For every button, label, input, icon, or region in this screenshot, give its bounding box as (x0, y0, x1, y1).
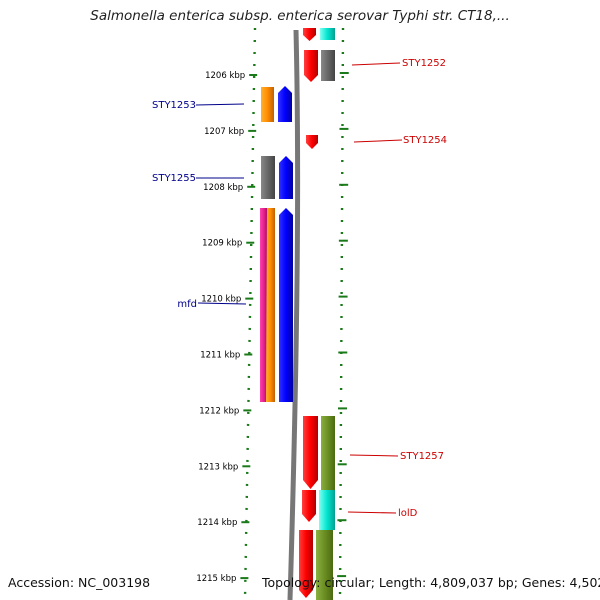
major-ticks (240, 72, 349, 580)
tick-label: 1215 kbp (196, 574, 236, 584)
gene-mfd-orange (266, 208, 275, 402)
gene-lold (319, 490, 335, 530)
gene-gray-right (321, 50, 335, 81)
tick-label: 1209 kbp (202, 239, 242, 249)
gene-red-b (302, 490, 316, 522)
tick-labels: 1206 kbp 1207 kbp 1208 kbp 1209 kbp 1210 kbp… (196, 71, 245, 584)
label-sty1254: STY1254 (403, 135, 447, 146)
label-lold: lolD (398, 508, 418, 519)
gene-blue-1 (278, 86, 292, 122)
tick-label: 1206 kbp (205, 71, 245, 81)
label-sty1252: STY1252 (402, 58, 446, 69)
gene-red-top (303, 28, 316, 41)
gene-sty1255 (261, 156, 275, 199)
label-sty1253: STY1253 (152, 100, 196, 111)
tick-label: 1214 kbp (197, 518, 237, 528)
gene-mfd (279, 208, 293, 402)
label-sty1255: STY1255 (152, 173, 196, 184)
left-axis (243, 27, 257, 600)
label-sty1257: STY1257 (400, 451, 444, 462)
gene-red-c (299, 530, 313, 598)
gene-sty1252 (304, 50, 318, 82)
gene-olive-a (321, 416, 335, 491)
reverse-strand-genes (299, 28, 335, 600)
label-mfd: mfd (177, 299, 197, 310)
right-axis (338, 27, 345, 600)
tick-label: 1213 kbp (198, 462, 238, 472)
map-title: Salmonella enterica subsp. enterica sero… (90, 8, 510, 24)
gene-sty1254 (306, 135, 318, 149)
genome-summary: Topology: circular; Length: 4,809,037 bp… (262, 575, 600, 590)
gene-cyan-top (320, 28, 335, 40)
tick-label: 1207 kbp (204, 127, 244, 137)
gene-mfd-magenta (260, 208, 268, 402)
tick-label: 1208 kbp (203, 183, 243, 193)
label-leaders (195, 62, 403, 514)
gene-blue-2 (279, 156, 293, 199)
accession-label: Accession: NC_003198 (8, 575, 151, 590)
tick-label: 1211 kbp (200, 351, 240, 361)
backbone (287, 29, 301, 600)
gene-sty1253 (261, 87, 274, 122)
gene-olive-b (316, 530, 333, 600)
gene-sty1257 (303, 416, 318, 489)
forward-strand-genes (260, 86, 293, 402)
tick-label: 1210 kbp (201, 295, 241, 305)
tick-label: 1212 kbp (199, 406, 239, 416)
